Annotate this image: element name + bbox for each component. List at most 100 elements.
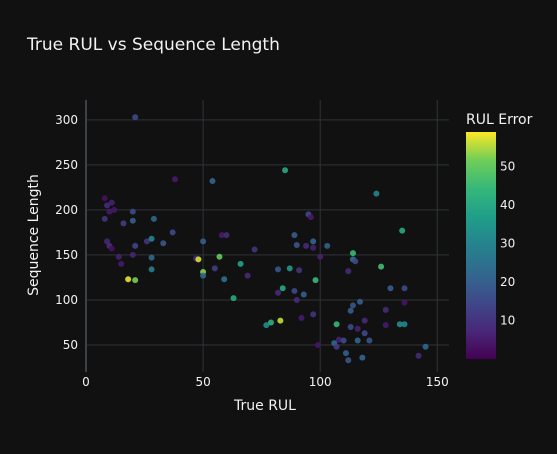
data-point [108,245,115,252]
data-point [223,232,230,239]
chart-title: True RUL vs Sequence Length [26,35,280,55]
data-point [160,240,167,247]
data-point [361,317,368,324]
data-point [275,266,282,273]
data-point [286,265,293,272]
data-point [378,263,385,270]
data-point [216,253,223,260]
data-point [118,260,125,267]
data-point [401,285,408,292]
data-point [317,253,324,260]
data-point [310,311,317,318]
y-tick-label: 100 [55,293,78,307]
data-point [263,322,270,329]
data-point [359,354,366,361]
data-point [387,285,394,292]
data-point [401,321,408,328]
data-point [415,352,422,359]
data-point [148,254,155,261]
data-point [148,266,155,273]
data-point [101,195,108,202]
y-tick-label: 50 [63,338,78,352]
data-point [251,246,258,253]
data-point [169,229,176,236]
colorbar [466,132,496,359]
data-point [335,336,342,343]
data-point [352,258,359,265]
data-point [200,272,207,279]
x-tick-label: 50 [195,375,210,389]
data-point [209,178,216,185]
y-tick-label: 150 [55,248,78,262]
axes: 50 100 150 200 250 300 0 50 100 150 [55,100,449,389]
data-point [298,314,305,321]
data-point [129,208,136,215]
data-point [106,208,113,215]
data-point [366,337,373,344]
y-tick-label: 200 [55,203,78,217]
data-point [104,238,111,245]
data-point [347,323,354,330]
colorbar-tick-label: 30 [500,237,515,251]
data-point [396,321,403,328]
data-point [277,317,284,324]
data-point [279,285,286,292]
colorbar-tick-label: 20 [500,275,515,289]
x-tick-label: 0 [82,375,90,389]
x-axis-label: True RUL [233,398,296,414]
data-point [333,321,340,328]
data-point [171,176,178,183]
data-point [340,337,347,344]
data-point [361,330,368,337]
data-point [291,232,298,239]
data-point [211,265,218,272]
data-point [221,276,228,283]
data-point [303,242,310,249]
data-point [195,256,202,263]
data-point [148,235,155,242]
data-point [200,238,207,245]
data-point [244,272,251,279]
data-point [357,298,364,305]
colorbar-tick-label: 40 [500,198,515,212]
data-point [349,302,356,309]
colorbar-title: RUL Error [466,112,533,128]
data-point [342,350,349,357]
colorbar-tick-label: 50 [500,160,515,174]
data-point [382,322,389,329]
y-tick-label: 250 [55,158,78,172]
data-point [307,214,314,221]
data-point [310,238,317,245]
data-point [300,291,307,298]
data-point [422,343,429,350]
colorbar-ticks: 10 20 30 40 50 [500,160,515,328]
data-point [104,202,111,209]
y-axis-label: Sequence Length [26,174,42,296]
data-point [373,190,380,197]
grid-lines [85,100,449,372]
data-point [218,232,225,239]
data-point [237,260,244,267]
data-point [101,215,108,222]
data-point [230,295,237,302]
x-tick-label: 150 [426,375,449,389]
data-point [312,277,319,284]
data-point [129,251,136,258]
data-point [275,289,282,296]
data-point [282,167,289,174]
y-tick-label: 300 [55,113,78,127]
data-point [399,227,406,234]
data-points [101,114,429,364]
data-point [268,319,275,326]
data-point [132,242,139,249]
x-tick-label: 100 [309,375,332,389]
data-point [382,306,389,313]
data-point [349,250,356,257]
data-point [129,217,136,224]
data-point [293,296,300,303]
data-point [314,341,321,348]
data-point [143,238,150,245]
data-point [108,199,115,206]
